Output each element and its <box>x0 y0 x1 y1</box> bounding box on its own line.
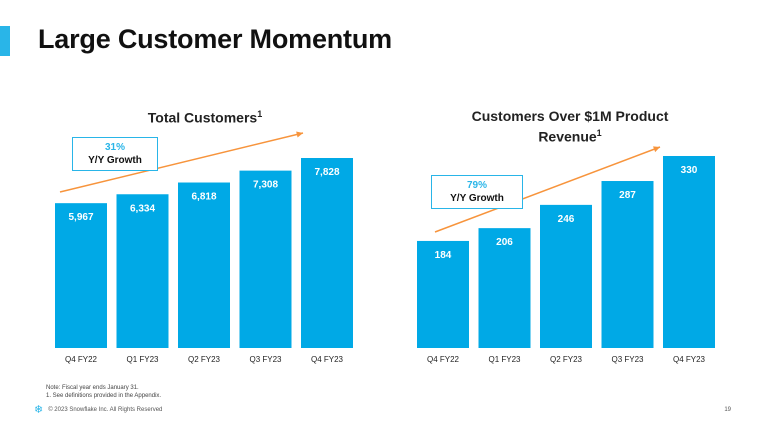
data-label: 7,308 <box>253 180 278 191</box>
data-label: 5,967 <box>68 212 93 223</box>
data-label: 184 <box>435 250 452 261</box>
x-tick-label: Q1 FY23 <box>488 355 521 364</box>
chart-title-line1: Customers Over $1M Product <box>471 108 669 124</box>
growth-callout-million: 79% Y/Y Growth <box>431 175 523 209</box>
bar-q3-fy23 <box>601 181 654 348</box>
trend-arrow-line <box>59 132 304 193</box>
million-customers-plot: 184 Q4 FY22 206 Q1 FY23 246 Q2 FY23 287 Q3 FY23… <box>417 146 715 364</box>
copyright-text: © 2023 Snowflake Inc. All Rights Reserve… <box>48 407 163 413</box>
trend-arrow-head <box>296 131 303 138</box>
x-tick-label: Q4 FY23 <box>673 355 706 364</box>
data-label: 6,334 <box>130 203 155 214</box>
growth-callout-total: 31% Y/Y Growth <box>72 137 158 171</box>
data-label: 7,828 <box>314 167 339 178</box>
x-tick-label: Q3 FY23 <box>249 355 282 364</box>
snowflake-icon: ❄ <box>34 404 44 416</box>
bar-q3-fy23 <box>239 170 292 348</box>
total-customers-plot: 5,967 Q4 FY22 6,334 Q1 FY23 6,818 Q2 FY23 7,30… <box>55 131 353 364</box>
x-tick-label: Q3 FY23 <box>611 355 644 364</box>
bar-q4-fy23 <box>301 158 353 348</box>
chart-title-line2: Revenue <box>538 128 597 145</box>
bar-q1-fy23 <box>116 194 169 348</box>
growth-percent: 79% <box>466 180 487 191</box>
x-tick-label: Q2 FY23 <box>188 355 221 364</box>
total-customers-chart: Total Customers1 5,967 Q4 FY22 6,334 Q1 FY2… <box>40 100 370 370</box>
growth-percent: 31% <box>104 142 125 153</box>
x-tick-label: Q4 FY23 <box>311 355 344 364</box>
data-label: 330 <box>681 165 698 176</box>
slide-title: Large Customer Momentum <box>38 24 392 54</box>
footnote: Note: Fiscal year ends January 31. 1. Se… <box>46 384 161 400</box>
footer: ❄ © 2023 Snowflake Inc. All Rights Reser… <box>34 404 163 416</box>
x-tick-label: Q1 FY23 <box>126 355 159 364</box>
chart-title-text: Total Customers <box>147 109 258 126</box>
x-tick-label: Q4 FY22 <box>427 355 460 364</box>
x-tick-label: Q4 FY22 <box>65 355 98 364</box>
title-superscript: 1 <box>596 128 602 138</box>
page-number: 19 <box>724 407 731 413</box>
title-accent-bar <box>0 26 10 56</box>
bar-q4-fy22 <box>417 240 469 348</box>
x-tick-label: Q2 FY23 <box>550 355 583 364</box>
bar-q2-fy23 <box>540 204 592 348</box>
data-label: 206 <box>496 237 513 248</box>
bar-q4-fy22 <box>55 203 107 348</box>
chart-title-total-customers: Total Customers1 <box>40 106 370 127</box>
growth-label: Y/Y Growth <box>450 193 504 204</box>
footnote-line-2: 1. See definitions provided in the Appen… <box>46 393 162 399</box>
bar-q1-fy23 <box>478 228 531 348</box>
bar-q2-fy23 <box>178 182 230 348</box>
trend-arrow-head <box>653 146 660 153</box>
growth-label: Y/Y Growth <box>88 155 142 166</box>
chart-title-million-customers: Customers Over $1M Product Revenue1 <box>405 108 735 146</box>
data-label: 246 <box>558 214 575 225</box>
title-superscript: 1 <box>257 109 263 119</box>
footnote-line-1: Note: Fiscal year ends January 31. <box>46 385 139 391</box>
data-label: 6,818 <box>191 192 216 203</box>
million-customers-chart: Customers Over $1M Product Revenue1 184 Q… <box>405 100 735 370</box>
data-label: 287 <box>619 190 636 201</box>
bar-q4-fy23 <box>663 156 715 348</box>
trend-arrow-line <box>434 146 661 233</box>
